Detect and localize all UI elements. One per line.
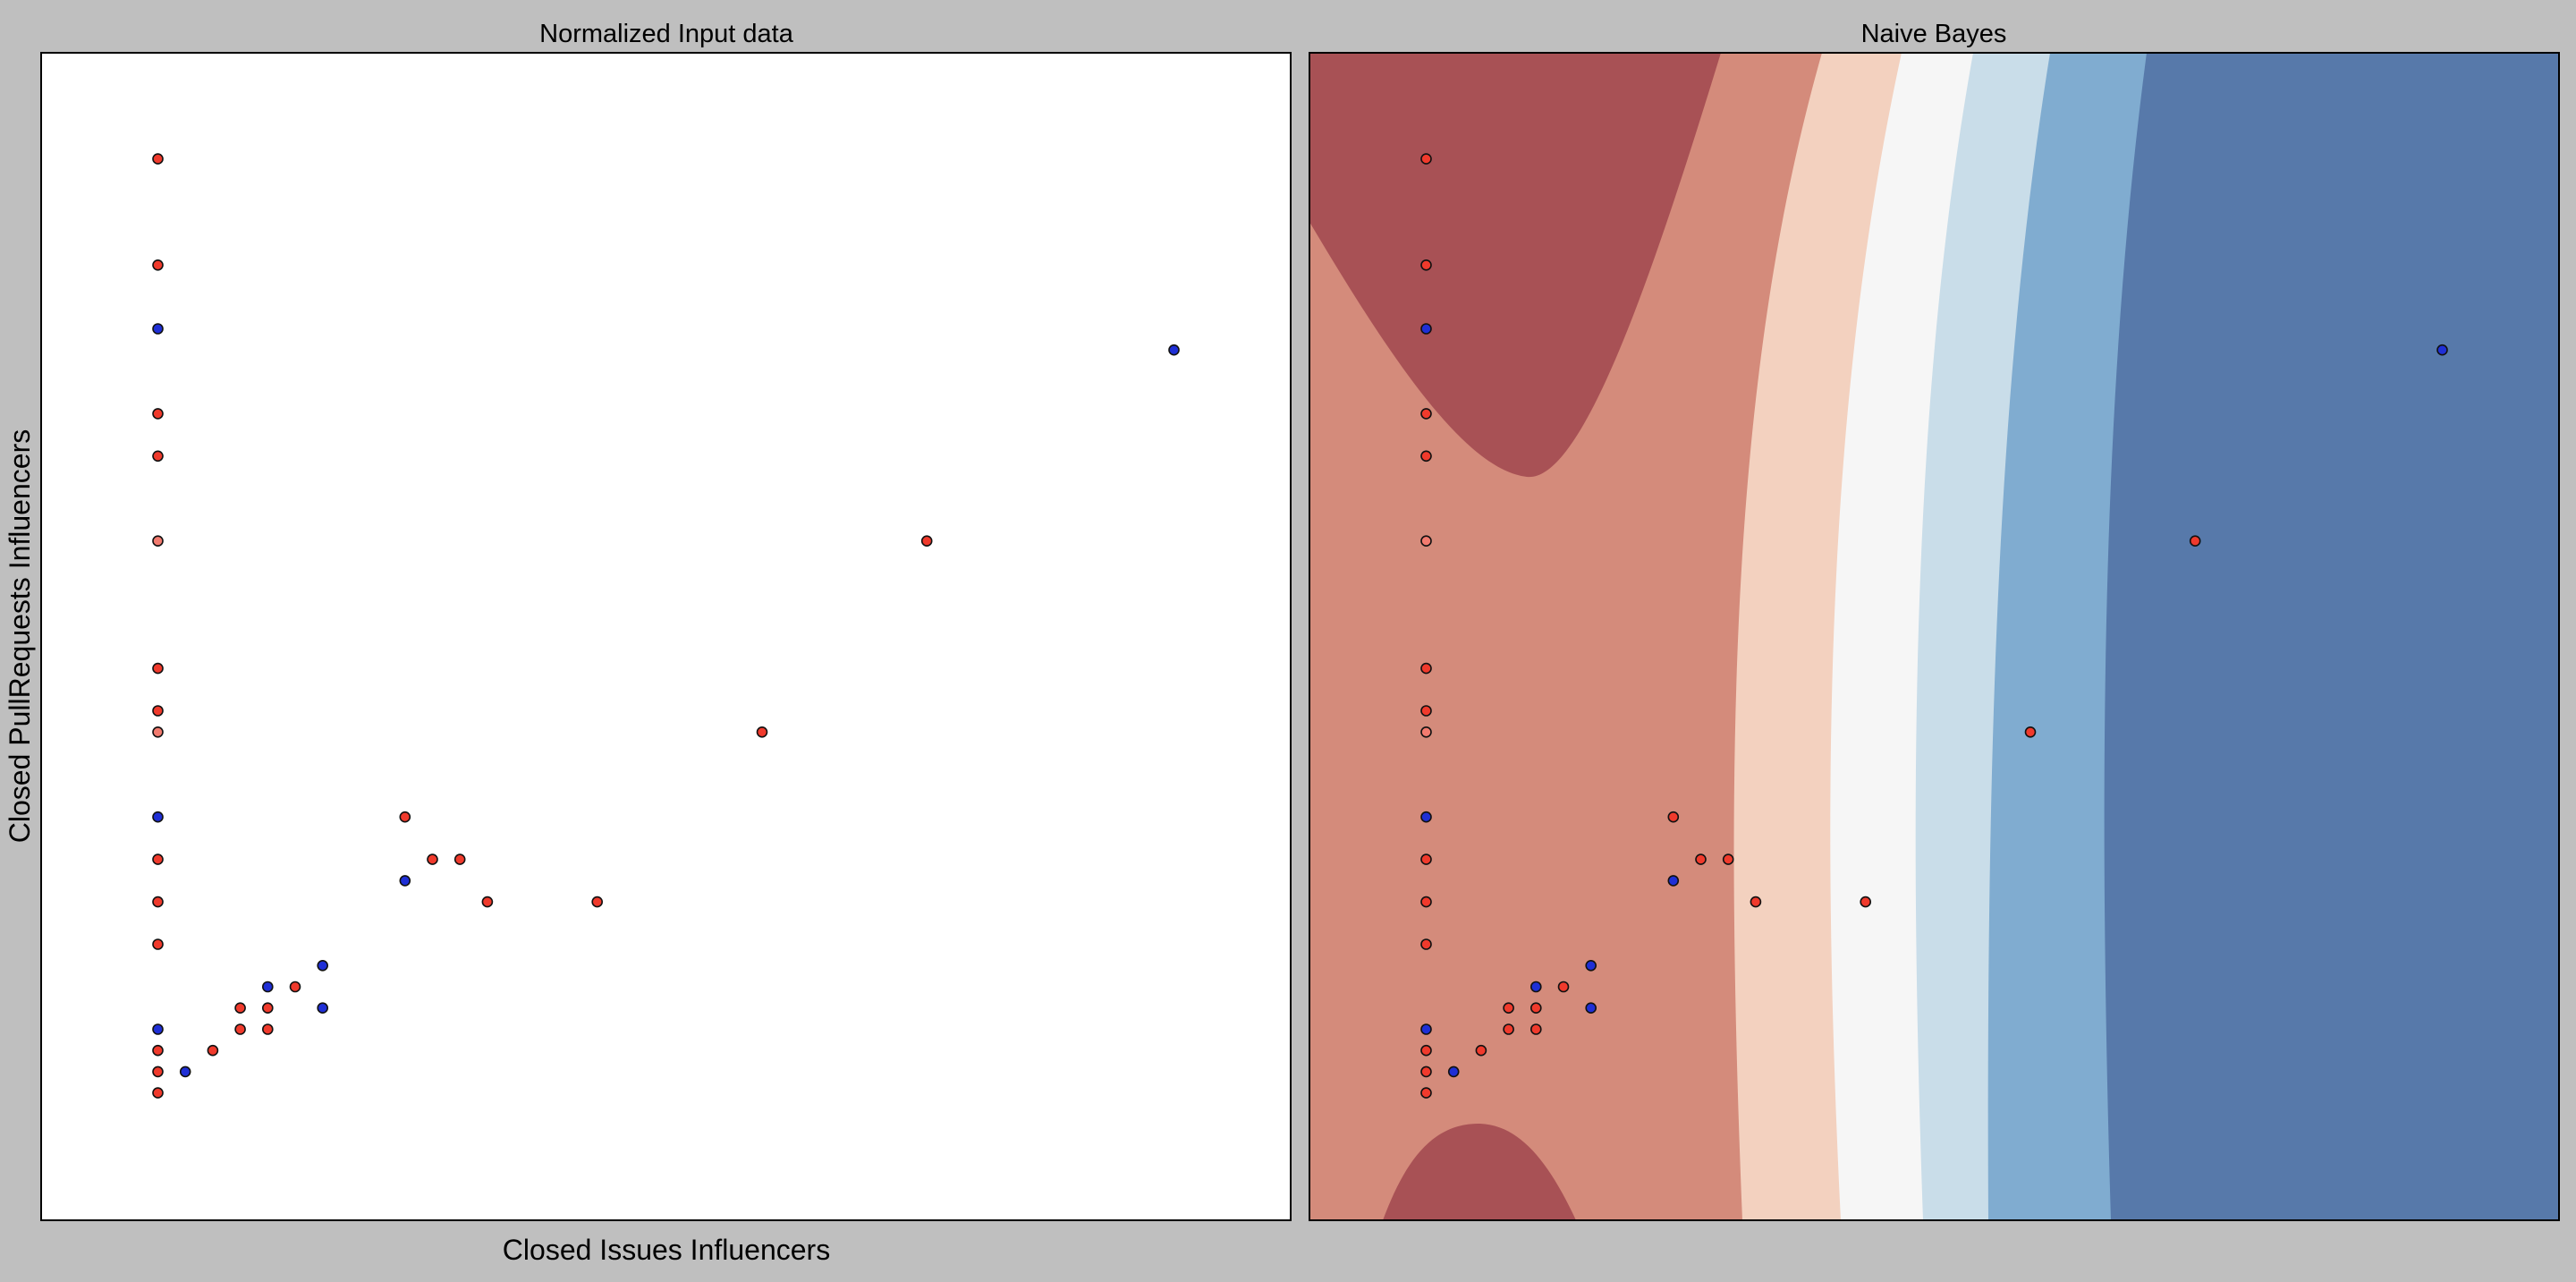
data-point-right-5	[1420, 450, 1432, 463]
data-point-right-25	[1557, 981, 1570, 993]
data-point-right-35	[2189, 535, 2201, 548]
data-point-right-10	[1420, 811, 1432, 823]
data-point-right-8	[1420, 705, 1432, 717]
data-point-right-14	[1420, 1023, 1432, 1035]
data-point-right-18	[1447, 1066, 1460, 1078]
panel-naive-bayes: Naive Bayes	[1309, 20, 2560, 1221]
data-point-right-4	[1420, 408, 1432, 420]
data-point-left-23	[261, 1002, 274, 1014]
data-point-left-19	[207, 1044, 219, 1057]
data-point-left-32	[481, 896, 494, 908]
data-point-left-11	[152, 853, 164, 865]
data-point-left-24	[261, 981, 274, 993]
data-point-right-27	[1585, 960, 1597, 972]
data-point-left-7	[152, 662, 164, 675]
data-point-right-34	[2024, 726, 2037, 738]
axes-frame-right	[1309, 52, 2560, 1221]
title-right: Naive Bayes	[1861, 20, 2007, 48]
data-point-left-14	[152, 1023, 164, 1035]
data-point-right-24	[1530, 981, 1542, 993]
data-point-right-2	[1420, 259, 1432, 271]
data-point-right-32	[1750, 896, 1762, 908]
data-point-left-26	[317, 1002, 329, 1014]
data-point-right-21	[1503, 1002, 1514, 1014]
data-point-left-35	[920, 535, 933, 548]
points-left	[152, 153, 1180, 1099]
region-dark-red-bottom	[1383, 1123, 1576, 1220]
data-point-left-15	[152, 1044, 164, 1057]
data-point-right-11	[1420, 853, 1432, 865]
data-point-left-10	[152, 811, 164, 823]
axes-frame-left	[40, 52, 1292, 1221]
data-point-left-33	[591, 896, 604, 908]
decision-regions	[1309, 53, 2559, 1220]
data-point-right-16	[1420, 1066, 1432, 1078]
data-point-left-31	[453, 853, 466, 865]
data-point-left-1	[152, 153, 164, 165]
data-point-right-31	[1722, 853, 1734, 865]
data-point-right-3	[1420, 323, 1432, 335]
data-point-left-8	[152, 705, 164, 717]
data-point-left-27	[317, 960, 329, 972]
data-point-right-17	[1420, 1087, 1432, 1099]
data-point-left-3	[152, 323, 164, 335]
data-point-right-28	[1667, 875, 1680, 887]
data-point-left-6	[152, 535, 164, 548]
points-right	[1420, 153, 2448, 1099]
data-point-left-30	[427, 853, 438, 865]
region-dark-red-top	[1309, 53, 1721, 478]
data-point-left-29	[399, 811, 411, 823]
data-point-right-15	[1420, 1044, 1432, 1057]
data-point-right-26	[1585, 1002, 1597, 1014]
data-point-right-6	[1420, 535, 1432, 548]
data-point-left-28	[399, 875, 411, 887]
data-point-left-21	[234, 1002, 246, 1014]
data-point-left-22	[261, 1023, 274, 1035]
data-point-right-29	[1667, 811, 1680, 823]
data-point-right-20	[1503, 1023, 1514, 1035]
data-point-left-4	[152, 408, 164, 420]
data-point-right-33	[1860, 896, 1871, 908]
y-axis-label: Closed PullRequests Influencers	[4, 429, 36, 843]
x-axis-label: Closed Issues Influencers	[503, 1234, 830, 1266]
data-point-right-19	[1475, 1044, 1487, 1057]
data-point-left-2	[152, 259, 164, 271]
data-point-right-36	[2436, 344, 2448, 356]
data-point-left-36	[1168, 344, 1180, 356]
data-point-left-18	[179, 1066, 191, 1078]
data-point-left-17	[152, 1087, 164, 1099]
data-point-left-12	[152, 896, 164, 908]
data-point-right-1	[1420, 153, 1432, 165]
data-point-left-5	[152, 450, 164, 463]
title-left: Normalized Input data	[539, 20, 794, 48]
plot-area-left	[41, 53, 1291, 1220]
data-point-right-22	[1530, 1023, 1542, 1035]
panel-input-data: Normalized Input data	[40, 20, 1292, 1221]
data-point-left-25	[289, 981, 301, 993]
data-point-left-16	[152, 1066, 164, 1078]
data-point-right-23	[1530, 1002, 1542, 1014]
data-point-right-30	[1695, 853, 1707, 865]
data-point-left-13	[152, 938, 164, 950]
data-point-right-7	[1420, 662, 1432, 675]
data-point-right-12	[1420, 896, 1432, 908]
data-point-left-9	[152, 726, 164, 738]
data-point-left-34	[756, 726, 768, 738]
data-point-right-9	[1420, 726, 1432, 738]
data-point-left-20	[234, 1023, 246, 1035]
data-point-right-13	[1420, 938, 1432, 950]
